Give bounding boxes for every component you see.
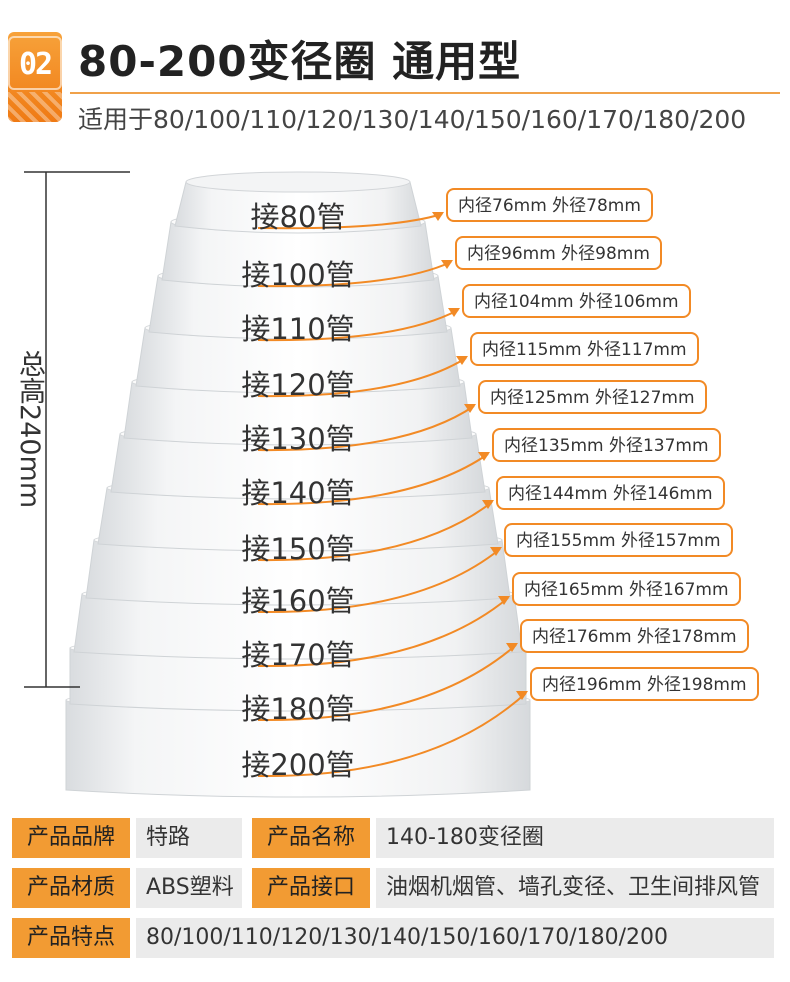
dimension-callout: 内径176mm 外径178mm xyxy=(520,619,749,653)
ring-body-4 xyxy=(123,381,473,446)
section-badge xyxy=(8,32,62,122)
callout-arrow xyxy=(257,501,493,562)
callout-arrow xyxy=(257,453,489,506)
port-value: 油烟机烟管、墙孔变径、卫生间排风管 xyxy=(376,868,774,908)
port-key: 产品接口 xyxy=(252,868,370,908)
ring-label: 接200管 xyxy=(241,748,355,782)
callout-arrow xyxy=(257,405,475,452)
ring-label: 接160管 xyxy=(241,584,355,618)
dimension-callout: 内径115mm 外径117mm xyxy=(470,332,699,366)
callout-arrow xyxy=(257,548,501,614)
callout-arrow xyxy=(257,309,459,342)
feature-key: 产品特点 xyxy=(12,918,130,958)
feature-value: 80/100/110/120/130/140/150/160/170/180/2… xyxy=(136,918,774,958)
ring-label: 接100管 xyxy=(241,258,355,292)
ring-label: 接80管 xyxy=(250,200,346,234)
arrow-head xyxy=(498,596,510,605)
brand-value: 特路 xyxy=(136,818,242,858)
ring-body-0 xyxy=(174,181,422,234)
name-key: 产品名称 xyxy=(252,818,370,858)
spec-row-feature: 产品特点 80/100/110/120/130/140/150/160/170/… xyxy=(12,918,774,958)
page-title: 80-200变径圈 通用型 xyxy=(78,37,522,86)
arrow-head xyxy=(456,356,468,365)
dimension-callout: 内径104mm 外径106mm xyxy=(462,284,691,318)
arrow-head xyxy=(490,547,502,556)
reducer-diagram xyxy=(24,171,531,798)
callout-arrow xyxy=(257,692,527,778)
dimension-callout: 内径96mm 外径98mm xyxy=(455,236,662,270)
callout-arrows xyxy=(257,212,528,778)
ring-body-5 xyxy=(110,433,486,500)
dimension-callout: 内径165mm 外径167mm xyxy=(512,572,741,606)
dimension-callout: 内径135mm 外径137mm xyxy=(492,428,721,462)
arrow-head xyxy=(432,212,444,221)
ring-label: 接170管 xyxy=(241,638,355,672)
spec-row-material: 产品材质 ABS塑料 产品接口 油烟机烟管、墙孔变径、卫生间排风管 xyxy=(12,868,774,908)
ring-body-9 xyxy=(69,647,527,712)
dimension-callout: 内径196mm 外径198mm xyxy=(530,667,759,701)
ring-label: 接150管 xyxy=(241,532,355,566)
ring-body-7 xyxy=(85,539,511,606)
height-dimension xyxy=(24,171,130,688)
ring-lip-0 xyxy=(185,171,411,193)
dimension-callout: 内径76mm 外径78mm xyxy=(446,188,653,222)
section-number: 02 xyxy=(8,36,62,90)
ring-body-8 xyxy=(73,593,523,660)
material-key: 产品材质 xyxy=(12,868,130,908)
spec-row-brand: 产品品牌 特路 产品名称 140-180变径圈 xyxy=(12,818,774,858)
ring-label: 接130管 xyxy=(241,422,355,456)
callout-arrow xyxy=(257,261,452,288)
ring-label: 接120管 xyxy=(241,368,355,402)
material-value: ABS塑料 xyxy=(136,868,242,908)
ring-label: 接140管 xyxy=(241,476,355,510)
callout-arrow xyxy=(257,213,443,230)
total-height-label: 总高240mm xyxy=(14,350,45,509)
brand-key: 产品品牌 xyxy=(12,818,130,858)
page-subtitle: 适用于80/100/110/120/130/140/150/160/170/18… xyxy=(78,105,747,134)
badge-stripes xyxy=(8,92,62,122)
dimension-callout: 内径144mm 外径146mm xyxy=(496,476,725,510)
ring-body-6 xyxy=(97,487,499,552)
arrow-head xyxy=(516,691,528,700)
dimension-callout: 内径155mm 外径157mm xyxy=(504,523,733,557)
ring-label: 接180管 xyxy=(241,692,355,726)
callout-arrow xyxy=(257,357,467,398)
arrow-head xyxy=(441,260,453,269)
title-divider xyxy=(70,92,780,94)
arrow-head xyxy=(482,500,494,509)
callout-arrow xyxy=(257,597,509,668)
ring-body-10 xyxy=(65,699,531,798)
ring-label: 接110管 xyxy=(241,312,355,346)
callout-arrow xyxy=(257,644,517,722)
arrow-head xyxy=(448,308,460,317)
arrow-head xyxy=(464,404,476,413)
arrow-head xyxy=(478,452,490,461)
arrow-head xyxy=(506,643,518,652)
ring-body-1 xyxy=(161,221,435,288)
dimension-callout: 内径125mm 外径127mm xyxy=(478,380,707,414)
name-value: 140-180变径圈 xyxy=(376,818,774,858)
ring-body-3 xyxy=(135,327,461,394)
